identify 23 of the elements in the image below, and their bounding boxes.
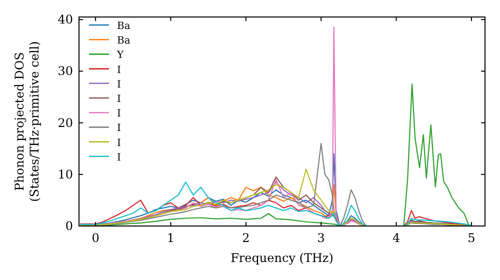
y-tick-label: 40 — [58, 12, 73, 27]
legend-label: I — [117, 94, 121, 105]
x-tick-label: 1 — [166, 231, 175, 245]
x-tick-label: 3 — [317, 231, 325, 245]
x-axis-title: Frequency (THz) — [230, 251, 334, 265]
legend-label: Ba — [117, 21, 130, 32]
legend-label: I — [117, 123, 121, 134]
x-tick-label: 0 — [92, 231, 100, 245]
legend-label: Y — [116, 50, 124, 62]
y-tick-label: 30 — [58, 64, 73, 78]
legend-label: I — [117, 152, 121, 164]
x-tick-label: 5 — [468, 231, 476, 245]
y-axis-title: Phonon projected DOS (States/THz·primitive cell) — [12, 41, 42, 202]
x-tick-label: 2 — [242, 231, 250, 245]
x-tick-label: 4 — [392, 231, 400, 245]
legend-label: I — [117, 108, 121, 120]
legend-label: I — [117, 79, 121, 90]
y-tick-label: 10 — [58, 167, 73, 182]
legend-label: I — [117, 138, 121, 149]
y-tick-label: 20 — [58, 116, 73, 130]
legend-label: I — [117, 64, 121, 76]
legend-label: Ba — [117, 36, 130, 47]
y-tick-label: 0 — [65, 219, 73, 233]
